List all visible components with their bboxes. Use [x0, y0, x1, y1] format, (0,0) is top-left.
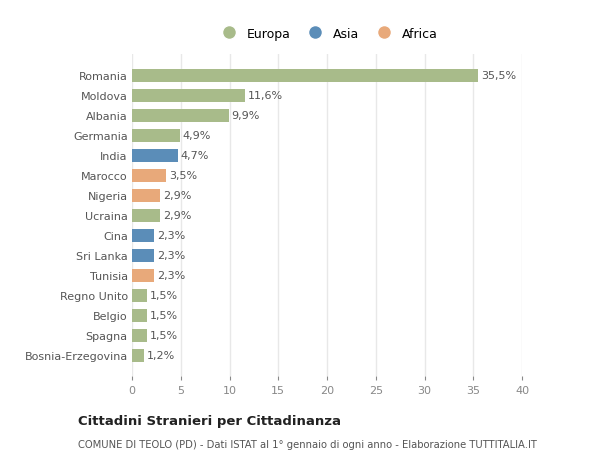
Bar — [132, 309, 146, 322]
Bar — [132, 169, 166, 182]
Bar — [132, 90, 245, 102]
Bar — [132, 150, 178, 162]
Text: 1,5%: 1,5% — [149, 310, 178, 320]
Bar — [132, 349, 144, 362]
Text: 35,5%: 35,5% — [481, 71, 516, 81]
Text: 1,5%: 1,5% — [149, 291, 178, 301]
Bar — [132, 249, 154, 262]
Text: 11,6%: 11,6% — [248, 91, 283, 101]
Text: 4,7%: 4,7% — [181, 151, 209, 161]
Text: 1,5%: 1,5% — [149, 330, 178, 340]
Text: COMUNE DI TEOLO (PD) - Dati ISTAT al 1° gennaio di ogni anno - Elaborazione TUTT: COMUNE DI TEOLO (PD) - Dati ISTAT al 1° … — [78, 440, 537, 449]
Text: Cittadini Stranieri per Cittadinanza: Cittadini Stranieri per Cittadinanza — [78, 414, 341, 428]
Text: 2,3%: 2,3% — [157, 270, 185, 280]
Bar — [132, 189, 160, 202]
Legend: Europa, Asia, Africa: Europa, Asia, Africa — [212, 23, 443, 46]
Bar — [132, 209, 160, 222]
Bar — [132, 70, 478, 83]
Text: 9,9%: 9,9% — [232, 111, 260, 121]
Bar — [132, 110, 229, 123]
Bar — [132, 129, 180, 142]
Bar — [132, 229, 154, 242]
Bar — [132, 329, 146, 342]
Text: 2,9%: 2,9% — [163, 191, 191, 201]
Bar — [132, 289, 146, 302]
Text: 2,9%: 2,9% — [163, 211, 191, 221]
Text: 3,5%: 3,5% — [169, 171, 197, 181]
Text: 1,2%: 1,2% — [146, 350, 175, 360]
Text: 2,3%: 2,3% — [157, 251, 185, 261]
Text: 2,3%: 2,3% — [157, 231, 185, 241]
Text: 4,9%: 4,9% — [182, 131, 211, 141]
Bar — [132, 269, 154, 282]
